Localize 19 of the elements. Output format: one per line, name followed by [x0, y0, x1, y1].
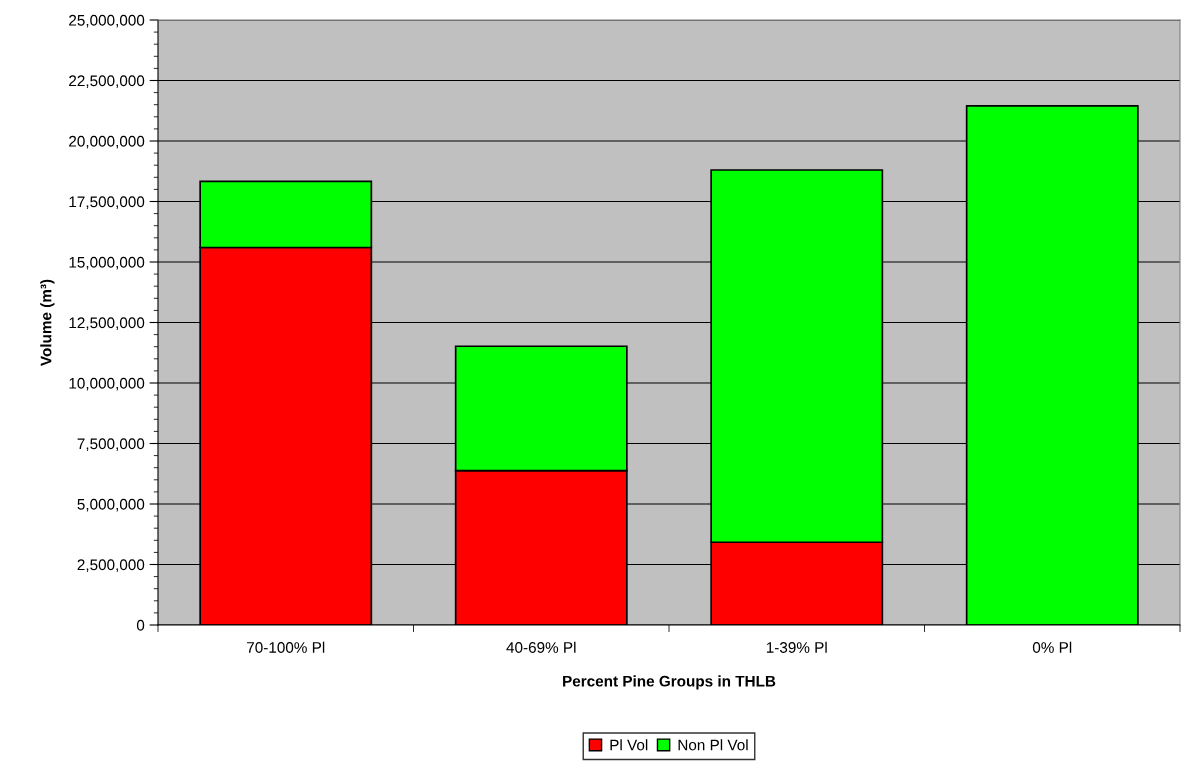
x-tick-label: 1-39% Pl — [766, 641, 827, 653]
y-tick-label: 12,500,000 — [69, 317, 145, 330]
y-tick-label: 25,000,000 — [69, 14, 145, 28]
y-tick-label: 7,500,000 — [77, 438, 145, 451]
y-tick-label: 17,500,000 — [69, 196, 145, 209]
legend-label: Non Pl Vol — [678, 739, 748, 751]
x-tick-label: 70-100% Pl — [247, 641, 325, 653]
x-tick-label: 40-69% Pl — [506, 641, 576, 653]
legend-label: Pl Vol — [610, 739, 648, 751]
x-tick-label: 0% Pl — [1032, 641, 1072, 653]
x-axis-title: Percent Pine Groups in THLB — [563, 675, 776, 690]
y-tick-label: 2,500,000 — [77, 559, 145, 572]
y-tick-label: 22,500,000 — [69, 75, 145, 88]
y-tick-label: 10,000,000 — [69, 377, 145, 391]
y-axis-title: Volume (m³) — [40, 279, 55, 366]
y-tick-label: 15,000,000 — [69, 256, 145, 270]
y-tick-label: 5,000,000 — [77, 498, 145, 512]
y-tick-label: 20,000,000 — [69, 135, 145, 149]
y-tick-label: 0 — [136, 619, 145, 631]
